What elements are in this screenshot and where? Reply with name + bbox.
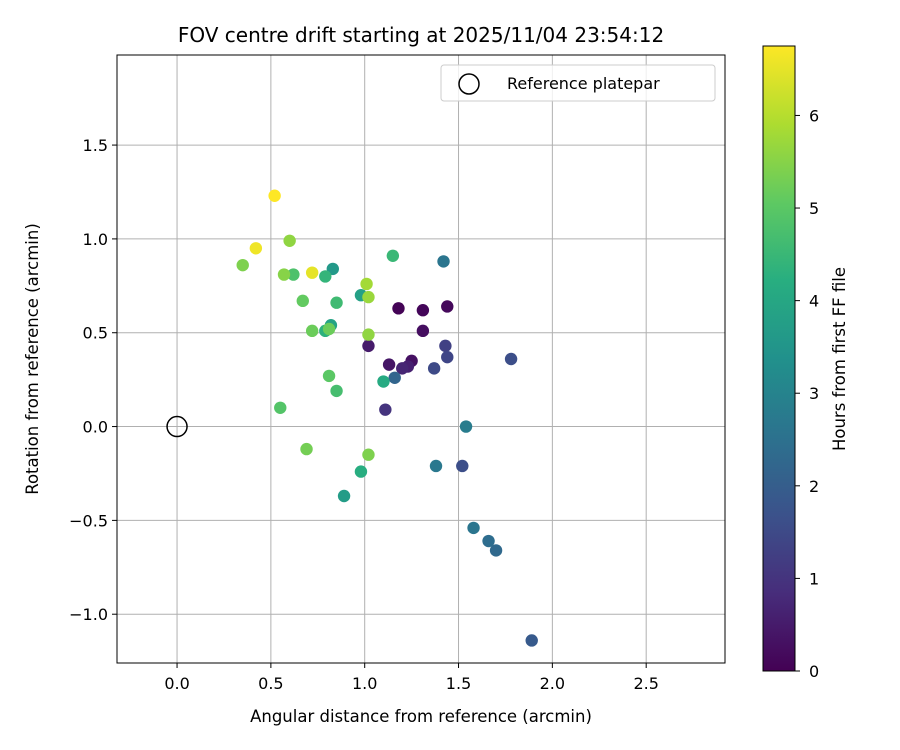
y-axis-ticks: −1.0 −0.5 0.0 0.5 1.0 1.5 [69,136,117,624]
data-point [274,401,287,414]
data-point [377,375,390,388]
data-point [386,249,400,262]
data-point [337,489,351,503]
data-point [416,324,430,338]
data-point [441,350,454,364]
data-point [300,442,313,456]
colorbar-tick-label: 1 [809,569,819,588]
data-point [305,324,319,338]
data-point [354,465,368,478]
colorbar-tick-label: 0 [809,662,819,681]
x-tick-label: 0.0 [164,674,189,693]
grid [117,55,725,663]
data-point [489,544,503,557]
colorbar: 0 1 2 3 4 5 6 Hours from first FF file [762,45,849,681]
data-point [362,328,375,341]
legend-marker-icon [458,73,480,95]
data-point [330,296,343,309]
data-point [392,302,405,315]
data-point [283,234,296,247]
data-point [326,262,340,276]
x-tick-label: 1.0 [352,674,377,693]
colorbar-tick-label: 4 [809,292,819,311]
y-tick-label: 0.5 [83,324,108,343]
data-point [319,270,332,283]
data-point [482,534,495,548]
data-point [322,369,336,383]
colorbar-ticks: 0 1 2 3 4 5 6 [795,106,819,681]
data-point [437,255,450,268]
data-point [249,242,263,255]
x-tick-label: 2.0 [540,674,565,693]
y-axis-label: Rotation from reference (arcmin) [23,223,42,495]
data-point [236,258,249,272]
data-point [441,300,454,313]
data-point [296,294,309,308]
data-point [382,358,396,371]
data-point [467,521,480,535]
data-points [236,189,538,647]
colorbar-gradient [762,45,796,672]
data-point [429,459,443,473]
data-point [305,266,319,279]
data-point [360,277,373,291]
data-point [379,403,392,416]
data-point [416,304,430,317]
data-point [277,268,291,281]
data-point [439,339,452,353]
y-tick-label: 1.5 [83,136,108,155]
x-tick-label: 0.5 [258,674,283,693]
data-point [504,352,518,366]
y-tick-label: 0.0 [83,418,108,437]
colorbar-tick-label: 5 [809,199,819,218]
plot-frame [116,54,726,664]
legend: Reference platepar [440,64,716,102]
data-point [362,290,375,304]
data-point [362,448,375,461]
data-point [525,634,538,647]
data-point [287,268,300,281]
data-point [388,371,401,384]
reference-platepar-marker [166,415,188,438]
colorbar-tick-label: 6 [809,106,819,125]
data-point [396,362,409,375]
x-tick-label: 1.5 [446,674,471,693]
colorbar-tick-label: 3 [809,384,819,403]
data-point [330,384,343,398]
colorbar-label: Hours from first FF file [830,267,849,451]
data-point [322,322,336,336]
legend-entry-reference: Reference platepar [507,74,660,93]
colorbar-tick-label: 2 [809,477,819,496]
data-point [456,459,469,473]
y-tick-label: 1.0 [83,230,108,249]
y-tick-label: −1.0 [69,605,108,624]
y-tick-label: −0.5 [69,511,108,530]
data-point [362,339,375,353]
x-tick-label: 2.5 [633,674,658,693]
x-axis-ticks: 0.0 0.5 1.0 1.5 2.0 2.5 [164,663,659,693]
chart-title: FOV centre drift starting at 2025/11/04 … [178,23,664,47]
data-point [459,420,473,433]
data-point [427,362,441,375]
x-axis-label: Angular distance from reference (arcmin) [250,707,592,726]
data-point [268,189,281,202]
legend-box [440,64,716,102]
